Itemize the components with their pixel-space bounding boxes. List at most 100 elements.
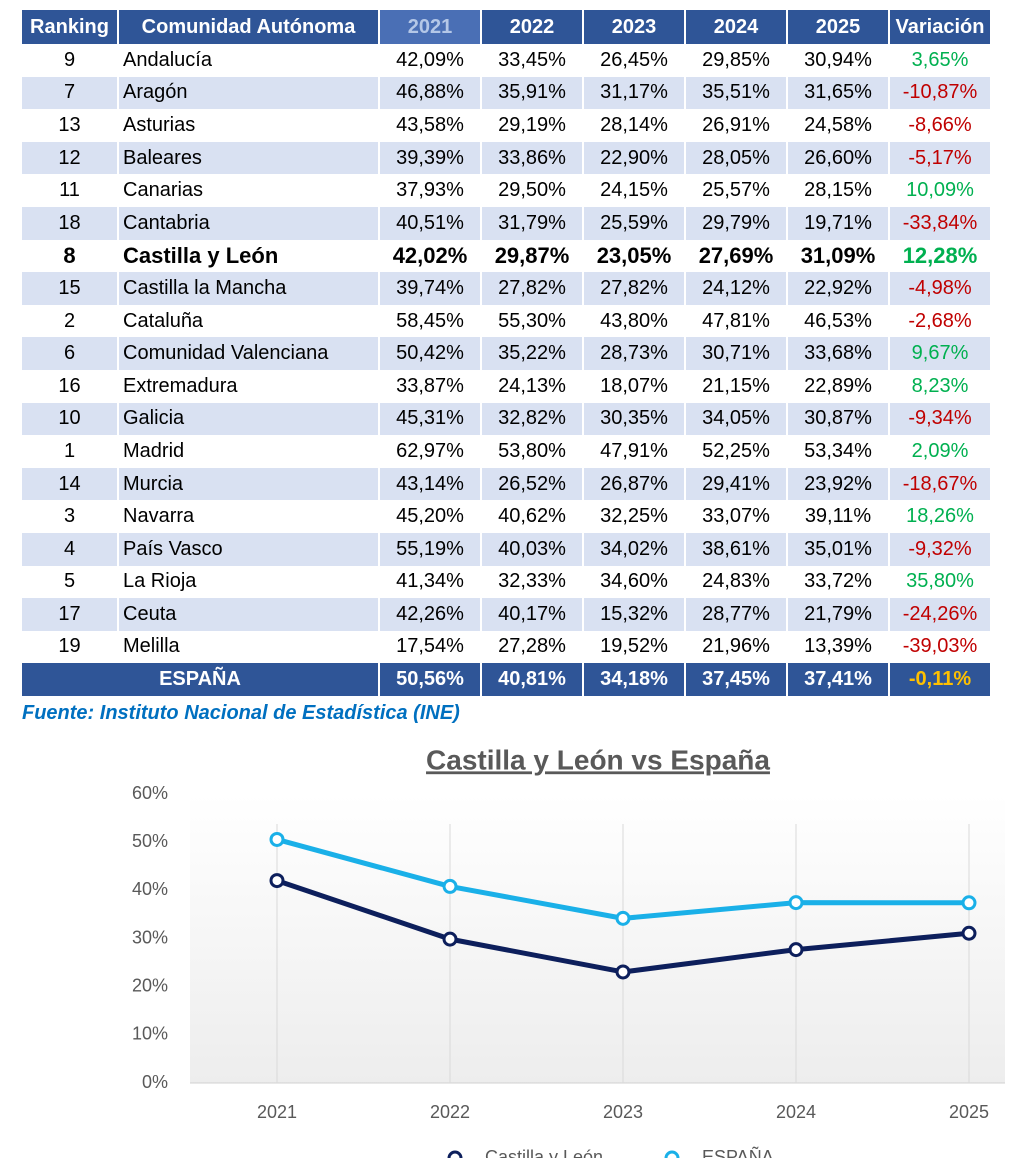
chart: Castilla y León vs España 0% 10% 20% 30% 40%… [132, 744, 1005, 1158]
value-cell: -24,26% [890, 598, 990, 631]
value-cell: 30,35% [584, 402, 684, 436]
value-cell: 45,20% [396, 505, 464, 528]
value-cell: 31,09% [800, 242, 876, 268]
value-cell: 17,54% [396, 635, 464, 658]
table-row: 11 Canarias 37,93% 29,50% 24,15% 25,57% 28,15%… [22, 174, 990, 207]
table-row: 6 Comunidad Valenciana 50,42% 35,22% 28,73% 3… [22, 337, 990, 370]
total-value: 37,45% [686, 663, 786, 696]
region-cell: Castilla y León [123, 242, 279, 268]
value-cell: 29,87% [494, 242, 570, 268]
region-cell: Cantabria [119, 206, 378, 240]
value-cell: 24,12% [686, 272, 786, 305]
value-cell: 33,07% [702, 505, 770, 528]
data-point [788, 895, 804, 911]
table-row: 19 Melilla 17,54% 27,28% 19,52% 21,96% 13,39% -… [22, 631, 990, 664]
data-point [788, 942, 804, 958]
y-tick-label: 0% [142, 1072, 168, 1092]
x-tick-label: 2023 [603, 1102, 643, 1122]
value-cell: 34,60% [600, 570, 668, 593]
x-tick-label: 2024 [776, 1102, 816, 1122]
value-cell: 6 [22, 337, 117, 370]
value-cell: 30,71% [686, 337, 786, 370]
data-point [269, 873, 285, 889]
value-cell: 15,32% [584, 598, 684, 631]
table-row: 9 Andalucía 42,09% 33,45% 26,45% 29,85% 30,94%… [22, 44, 990, 77]
value-cell: 42,02% [392, 242, 468, 268]
value-cell: 28,77% [686, 598, 786, 631]
table-row: 8 Castilla y León 42,02% 29,87% 23,05% 27,69%… [22, 240, 990, 273]
value-cell: 27,69% [698, 242, 774, 268]
value-cell: 32,25% [600, 505, 668, 528]
value-cell: 55,19% [380, 532, 480, 566]
value-cell: 40,03% [482, 532, 582, 566]
legend-marker [447, 1150, 463, 1158]
region-cell: Andalucía [123, 48, 212, 71]
value-cell: 24,15% [600, 179, 668, 202]
value-cell: 28,73% [584, 337, 684, 370]
table-row: 14 Murcia 43,14% 26,52% 26,87% 29,41% 23,92% -1… [22, 467, 990, 501]
value-cell: 19,71% [788, 206, 888, 240]
value-cell: -5,17% [890, 141, 990, 175]
value-cell: 26,45% [600, 48, 668, 71]
value-cell: 33,72% [804, 570, 872, 593]
data-point [442, 931, 458, 947]
value-cell: 12,28% [902, 242, 978, 268]
region-cell: Asturias [123, 113, 196, 136]
value-cell: 52,25% [702, 439, 770, 462]
value-cell: 8,23% [911, 374, 969, 397]
region-cell: Comunidad Valenciana [119, 337, 378, 370]
value-cell: 35,01% [788, 532, 888, 566]
table-row: 16 Extremadura 33,87% 24,13% 18,07% 21,15% 22,… [22, 370, 990, 403]
table-row: 2 Cataluña 58,45% 55,30% 43,80% 47,81% 46,53% -… [22, 305, 990, 338]
value-cell: 55,30% [498, 309, 566, 332]
y-tick-label: 50% [132, 831, 168, 851]
value-cell: 46,53% [804, 309, 872, 332]
value-cell: 34,02% [584, 532, 684, 566]
value-cell: -33,84% [890, 206, 990, 240]
table-row: 18 Cantabria 40,51% 31,79% 25,59% 29,79% 19,71… [22, 206, 990, 240]
table-row: 3 Navarra 45,20% 40,62% 32,25% 33,07% 39,11% 18… [22, 500, 990, 533]
header-cell: 2023 [584, 10, 684, 44]
value-cell: 30,87% [788, 402, 888, 436]
value-cell: 4 [22, 532, 117, 566]
value-cell: 39,11% [804, 505, 872, 528]
table-body: 9 Andalucía 42,09% 33,45% 26,45% 29,85% 30,94%… [22, 44, 990, 696]
value-cell: 47,91% [600, 439, 668, 462]
value-cell: -39,03% [902, 635, 978, 658]
header-cell: Ranking [22, 10, 117, 44]
value-cell: 43,58% [396, 113, 464, 136]
x-tick-label: 2025 [949, 1102, 989, 1122]
value-cell: -4,98% [890, 272, 990, 305]
table-row: 10 Galicia 45,31% 32,82% 30,35% 34,05% 30,87% -… [22, 402, 990, 436]
value-cell: 35,80% [906, 570, 974, 593]
region-cell: Melilla [123, 635, 180, 658]
value-cell: 24,58% [804, 113, 872, 136]
y-tick-label: 60% [132, 783, 168, 803]
value-cell: 9 [63, 48, 76, 71]
total-row: ESPAÑA 50,56% 40,81% 34,18% 37,45% 37,41% -0,1… [22, 663, 990, 696]
value-cell: 26,87% [584, 467, 684, 501]
value-cell: 23,05% [596, 242, 672, 268]
value-cell: 53,80% [498, 439, 566, 462]
region-cell: Canarias [123, 179, 204, 202]
value-cell: -10,87% [890, 76, 990, 110]
y-tick-label: 10% [132, 1024, 168, 1044]
value-cell: 26,91% [702, 113, 770, 136]
value-cell: 11 [59, 179, 80, 202]
total-value: 37,41% [788, 663, 888, 696]
header-cell: 2021 [380, 10, 480, 44]
data-point [442, 878, 458, 894]
value-cell: 19,52% [600, 635, 668, 658]
value-cell: 28,14% [600, 113, 668, 136]
region-cell: Baleares [119, 141, 378, 175]
value-cell: 42,09% [396, 48, 464, 71]
value-cell: 2,09% [911, 439, 969, 462]
value-cell: 39,74% [380, 272, 480, 305]
value-cell: 29,19% [498, 113, 566, 136]
value-cell: 19 [58, 635, 81, 658]
value-cell: 22,89% [804, 374, 872, 397]
value-cell: 18,07% [600, 374, 668, 397]
header-cell: 2025 [788, 10, 888, 44]
table-row: 15 Castilla la Mancha 39,74% 27,82% 27,82% 24… [22, 272, 990, 305]
